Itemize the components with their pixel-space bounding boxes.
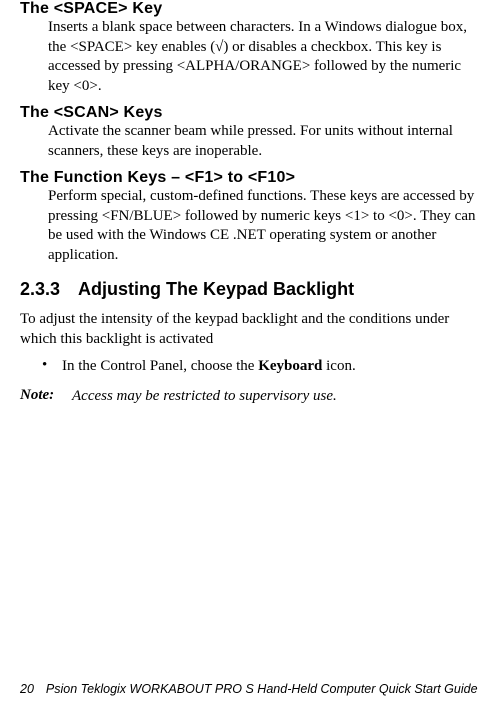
term-space-key: The <SPACE> Key [20,0,481,18]
bullet-marker: • [42,357,62,374]
footer-page-number: 20 [20,682,34,696]
desc-space-key: Inserts a blank space between characters… [20,18,481,96]
entry-space-key: The <SPACE> Key Inserts a blank space be… [20,0,481,96]
bullet-pre: In the Control Panel, choose the [62,358,258,374]
bullet-item: • In the Control Panel, choose the Keybo… [20,357,481,377]
entry-function-keys: The Function Keys – <F1> to <F10> Perfor… [20,169,481,265]
bullet-bold: Keyboard [258,358,322,374]
bullet-post: icon. [322,358,355,374]
term-scan-keys: The <SCAN> Keys [20,104,481,122]
footer: 20 Psion Teklogix WORKABOUT PRO S Hand-He… [20,682,481,696]
body-paragraph: To adjust the intensity of the keypad ba… [20,310,481,349]
page: The <SPACE> Key Inserts a blank space be… [0,0,501,716]
note-label: Note: [20,387,72,404]
desc-scan-keys: Activate the scanner beam while pressed.… [20,122,481,161]
entry-scan-keys: The <SCAN> Keys Activate the scanner bea… [20,104,481,161]
term-function-keys: The Function Keys – <F1> to <F10> [20,169,481,187]
footer-title: Psion Teklogix WORKABOUT PRO S Hand-Held… [46,682,478,696]
bullet-text: In the Control Panel, choose the Keyboar… [62,357,356,377]
section-heading: 2.3.3 Adjusting The Keypad Backlight [20,279,481,300]
note: Note: Access may be restricted to superv… [20,387,481,407]
desc-function-keys: Perform special, custom-defined function… [20,187,481,265]
note-text: Access may be restricted to supervisory … [72,387,337,407]
